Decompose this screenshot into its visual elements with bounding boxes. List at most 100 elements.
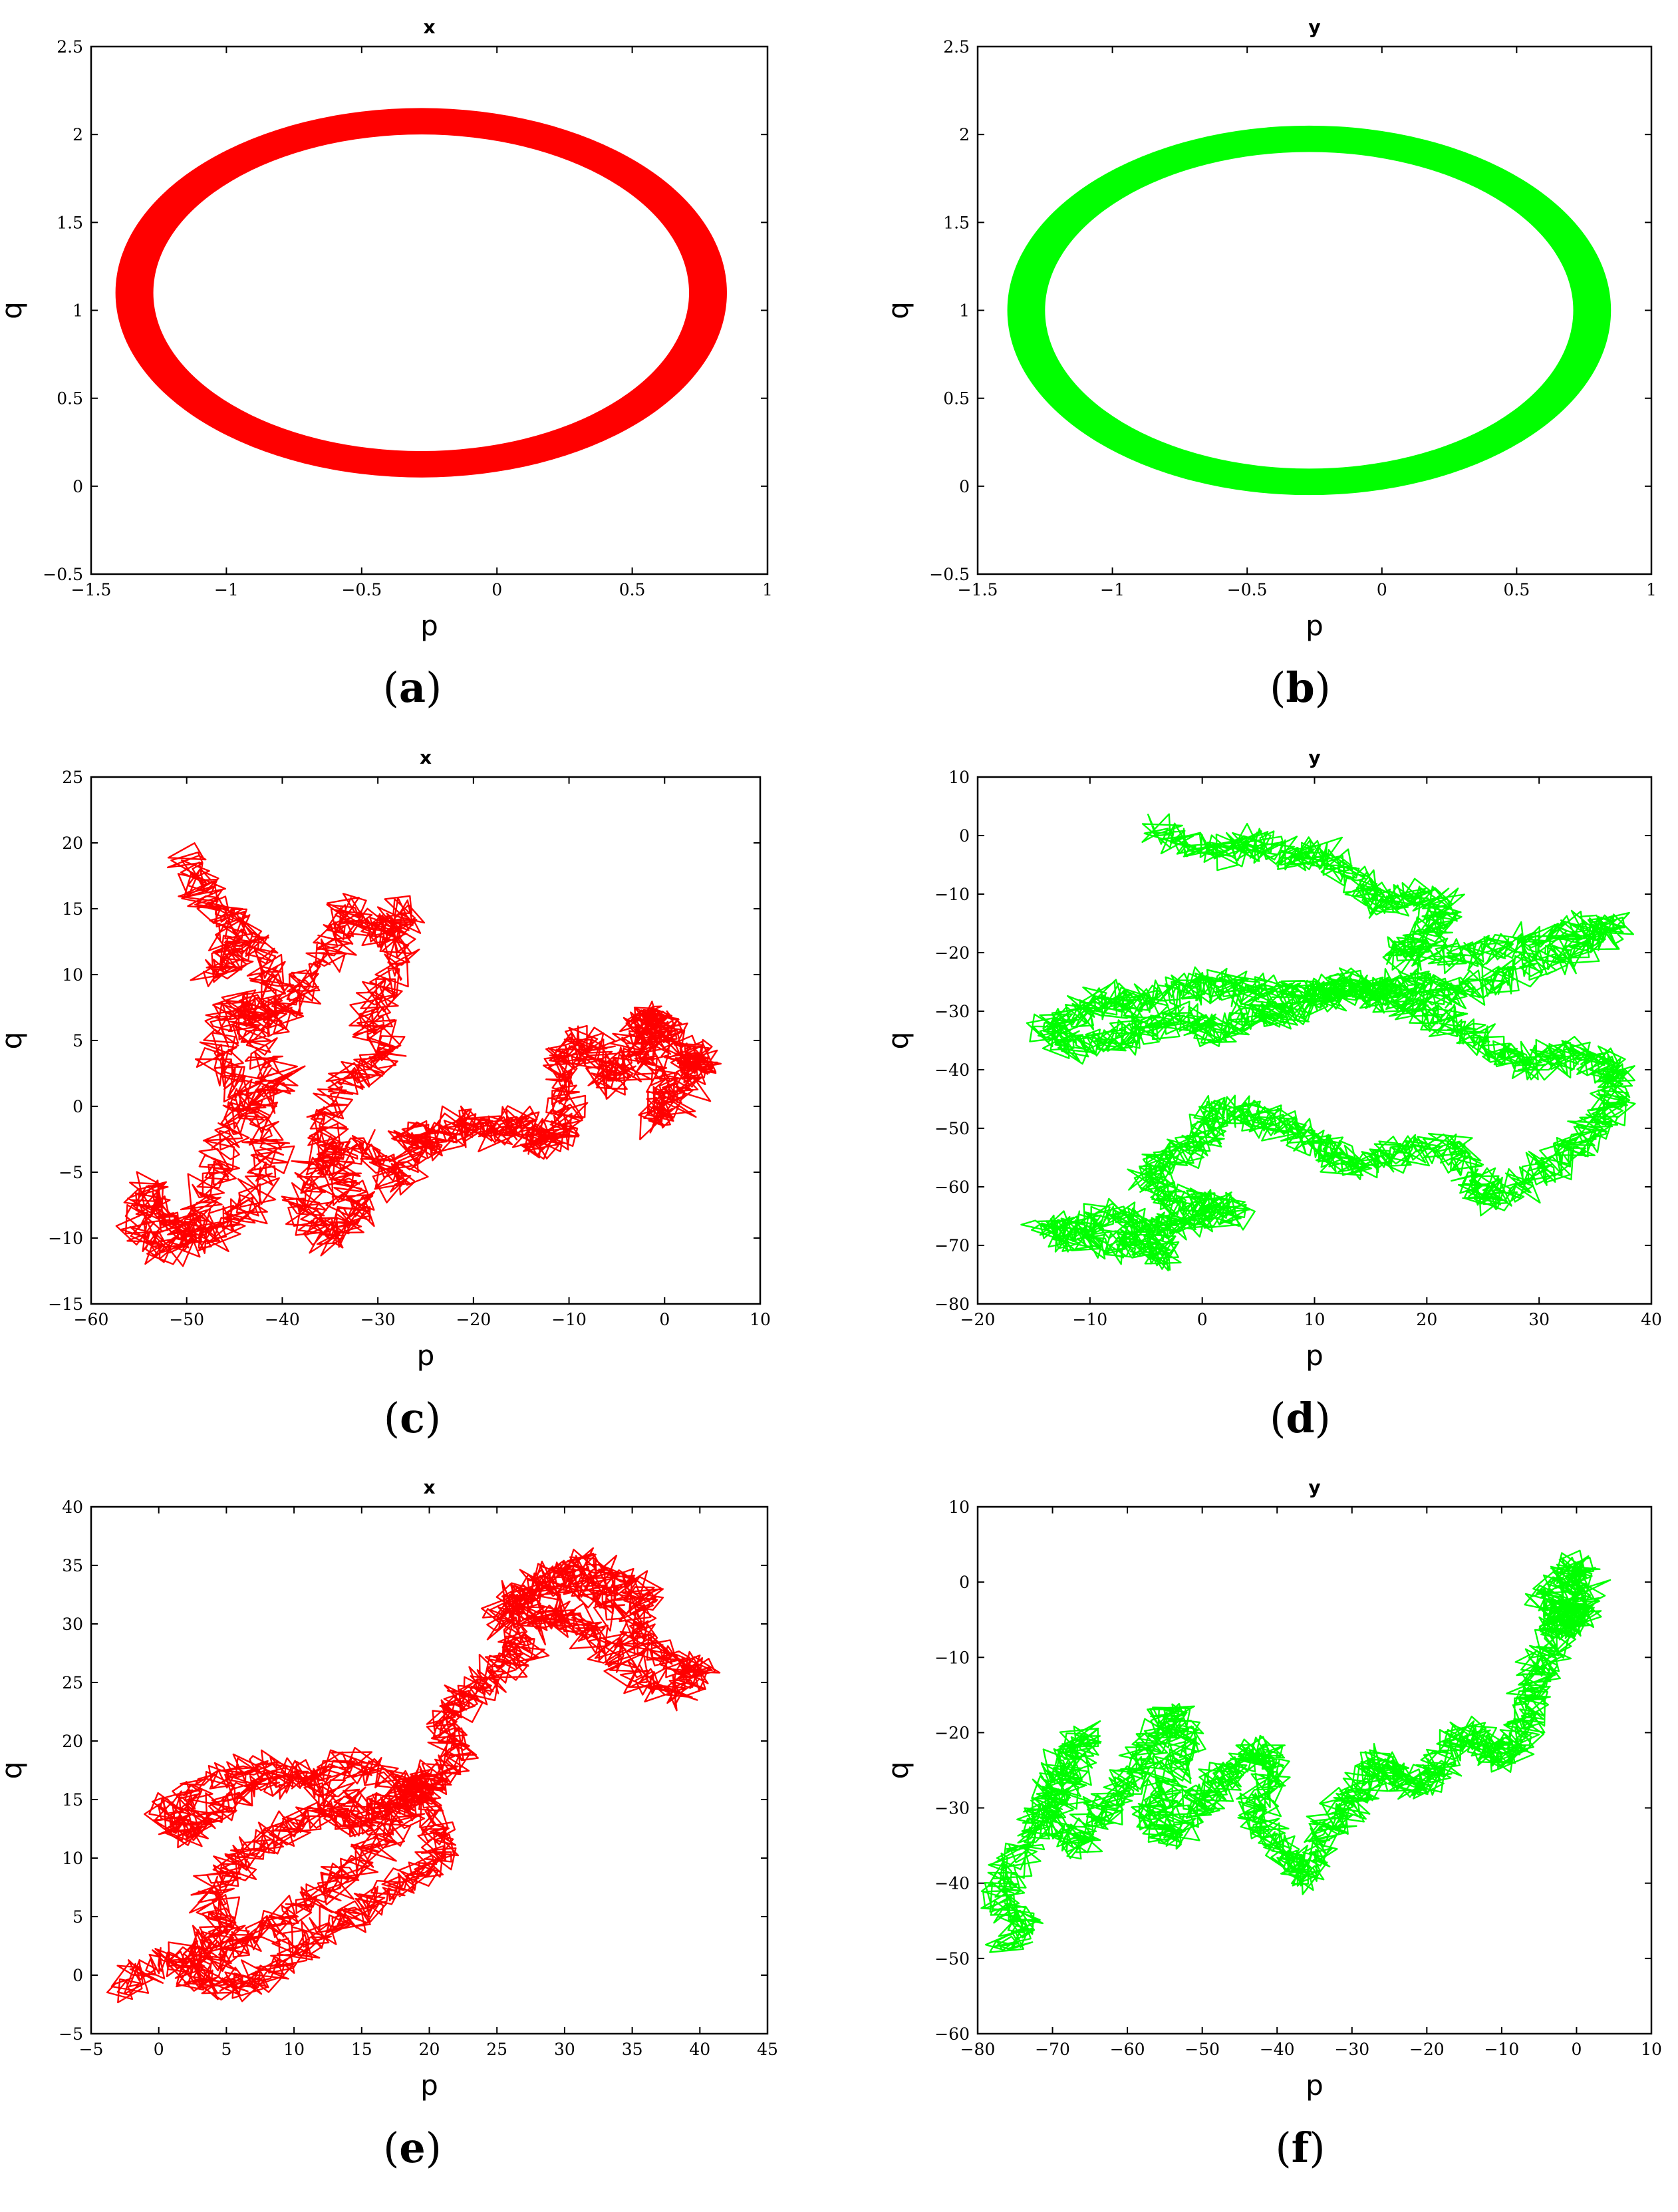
y-tick-label: 1.5 [943, 213, 970, 232]
plot-area [1020, 813, 1636, 1272]
series-ring [1007, 125, 1611, 496]
y-tick-label: −10 [48, 1229, 83, 1248]
series-trajectory [115, 842, 722, 1267]
x-tick-label: 0 [1197, 1310, 1208, 1329]
y-tick-label: −60 [934, 2024, 970, 2044]
y-tick-label: 30 [62, 1615, 83, 1634]
x-tick-label: 15 [351, 2040, 372, 2059]
x-tick-label: −70 [1035, 2040, 1070, 2059]
x-tick-label: 0.5 [619, 580, 646, 599]
y-tick-label: −50 [934, 1119, 970, 1138]
x-axis-label: p [420, 609, 438, 642]
y-tick-label: 1.5 [57, 213, 83, 232]
x-tick-label: −1 [214, 580, 239, 599]
y-tick-label: 0.5 [943, 389, 970, 408]
y-tick-label: 35 [62, 1556, 83, 1575]
y-axis-label: q [0, 1762, 28, 1780]
x-tick-label: 20 [1416, 1310, 1437, 1329]
x-tick-label: −0.5 [1227, 580, 1268, 599]
x-tick-label: 10 [1641, 2040, 1662, 2059]
y-tick-label: 0 [959, 826, 970, 846]
y-tick-label: 1 [72, 301, 83, 321]
y-tick-label: −60 [934, 1178, 970, 1197]
y-tick-label: 0 [72, 1097, 83, 1116]
panel-e: −5 0 5 10 15 20 25 30 35 40 45 −5 0 5 10 15 20 25 30 35 40 x p… [0, 1476, 778, 2172]
y-tick-label: 40 [62, 1498, 83, 1517]
y-tick-label: 0 [72, 1966, 83, 1985]
plot-title: y [1308, 1476, 1320, 1498]
panel-c: −60 −50 −40 −30 −20 −10 0 10−15−10−50510152025x… [0, 746, 771, 1442]
x-tick-label: 0.5 [1504, 580, 1530, 599]
y-tick-label: 2.5 [943, 37, 970, 57]
x-tick-label: −60 [74, 1310, 109, 1329]
panel-d: −20 −10 0 10 20 30 40 −80 −70 −60 −50 −40 −30 −20 −10 0… [882, 746, 1662, 1442]
x-tick-label: 30 [554, 2040, 575, 2059]
x-tick-label: 1 [1646, 580, 1657, 599]
x-tick-label: −20 [960, 1310, 996, 1329]
y-tick-label: 0 [959, 477, 970, 496]
y-tick-label: 2.5 [57, 37, 83, 57]
x-tick-label: −20 [1409, 2040, 1445, 2059]
plot-area [980, 1549, 1611, 1953]
y-tick-label: 0 [959, 1573, 970, 1592]
x-tick-label: −1.5 [958, 580, 998, 599]
y-axis-label: q [0, 1032, 28, 1050]
series-trajectory [1020, 813, 1636, 1272]
x-axis-label: p [1306, 609, 1324, 642]
y-tick-label: 1 [959, 301, 970, 321]
y-tick-label: 25 [62, 768, 83, 787]
x-tick-label: −5 [79, 2040, 104, 2059]
plot-area [115, 842, 722, 1267]
x-tick-label: −10 [551, 1310, 587, 1329]
y-tick-label: −0.5 [43, 565, 83, 584]
x-tick-label: 1 [762, 580, 773, 599]
x-tick-label: 0 [491, 580, 502, 599]
y-tick-label: 2 [959, 125, 970, 144]
y-tick-label: −30 [934, 1799, 970, 1818]
x-tick-label: −50 [1185, 2040, 1220, 2059]
y-tick-label: 25 [62, 1673, 83, 1692]
x-tick-label: −10 [1072, 1310, 1107, 1329]
x-tick-label: 0 [1377, 580, 1387, 599]
plot-area [106, 1547, 721, 2004]
x-tick-label: −40 [1260, 2040, 1295, 2059]
panel-label: (c) [384, 1394, 441, 1442]
series-trajectory [980, 1549, 1611, 1953]
panel-label: (e) [383, 2124, 442, 2172]
y-tick-label: −20 [934, 943, 970, 963]
panel-label: (b) [1270, 663, 1331, 712]
x-tick-label: −40 [265, 1310, 300, 1329]
y-tick-label: 15 [62, 899, 83, 919]
y-tick-label: 5 [72, 1031, 83, 1050]
plot-title: y [1308, 16, 1320, 38]
y-tick-label: 15 [62, 1790, 83, 1810]
y-tick-label: 5 [72, 1907, 83, 1927]
x-tick-label: 5 [221, 2040, 231, 2059]
y-tick-label: 20 [62, 1732, 83, 1751]
x-tick-label: −30 [360, 1310, 396, 1329]
x-axis-label: p [1306, 2069, 1324, 2102]
x-tick-label: −1.5 [71, 580, 112, 599]
series-ring [115, 108, 727, 478]
plot-area [115, 108, 727, 478]
x-tick-label: −50 [169, 1310, 204, 1329]
x-tick-label: −80 [960, 2040, 996, 2059]
y-tick-label: 0 [72, 477, 83, 496]
panel-label: (d) [1270, 1394, 1331, 1442]
y-tick-label: 0.5 [57, 389, 83, 408]
x-tick-label: 35 [622, 2040, 643, 2059]
x-tick-label: 25 [486, 2040, 507, 2059]
plot-title: y [1308, 746, 1320, 768]
plot-title: x [420, 746, 432, 768]
panel-f: −80 −70 −60 −50 −40 −30 −20 −10 0 10 −60 −50 −40 −30 −… [882, 1476, 1662, 2172]
x-tick-label: 45 [757, 2040, 778, 2059]
x-tick-label: 10 [750, 1310, 771, 1329]
panel-b: −1.5 −1 −0.5 0 0.5 1 −0.5 0 0.5 1 1.5 2 2.5 y p q (b) [882, 16, 1657, 712]
y-axis-label: q [0, 301, 28, 319]
x-tick-label: −10 [1484, 2040, 1520, 2059]
x-tick-label: 10 [1304, 1310, 1326, 1329]
y-tick-label: 10 [948, 768, 970, 787]
x-tick-label: 30 [1528, 1310, 1550, 1329]
x-axis-label: p [417, 1339, 435, 1372]
x-tick-label: −30 [1334, 2040, 1369, 2059]
